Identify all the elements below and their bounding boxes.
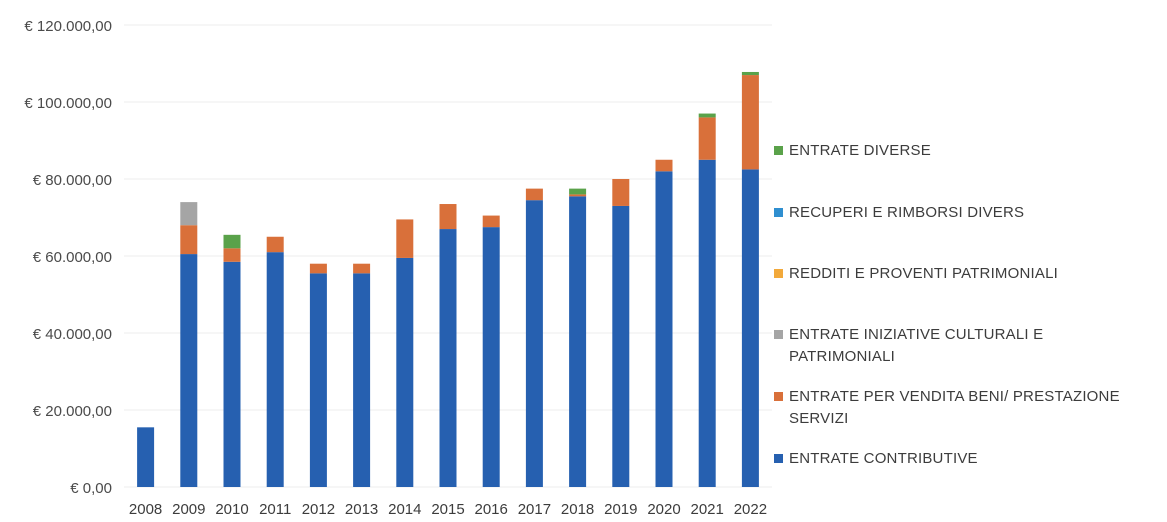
bar-segment-2013-series-1 (353, 263, 371, 274)
legend-swatch (774, 146, 783, 155)
legend-item: REDDITI E PROVENTI PATRIMONIALI (774, 263, 1149, 285)
bar-segment-2018-series-5 (569, 188, 587, 195)
legend-item: ENTRATE DIVERSE (774, 140, 1149, 162)
x-tick-label: 2013 (345, 501, 378, 517)
bar-segment-2018-series-1 (569, 194, 587, 197)
bar-segment-2012-series-1 (309, 263, 327, 274)
bar-segment-2017-series-1 (525, 188, 543, 201)
legend-label: RECUPERI E RIMBORSI DIVERS (789, 204, 1025, 221)
y-tick-label: € 60.000,00 (33, 249, 112, 266)
legend-label: REDDITI E PROVENTI PATRIMONIALI (789, 265, 1059, 282)
bar-segment-2016-series-1 (482, 215, 500, 228)
x-tick-label: 2009 (172, 501, 205, 517)
bar-segment-2013-series-0 (353, 273, 371, 487)
bar-segment-2011-series-1 (266, 236, 284, 253)
x-tick-label: 2008 (129, 501, 162, 517)
bar-segment-2021-series-5 (698, 113, 716, 118)
bar-segment-2010-series-5 (223, 234, 241, 249)
bar-segment-2008-series-0 (137, 427, 155, 487)
x-tick-label: 2010 (215, 501, 248, 517)
x-tick-label: 2020 (647, 501, 680, 517)
x-tick-label: 2019 (604, 501, 637, 517)
legend-item: ENTRATE PER VENDITA BENI/ PRESTAZIONE SE… (774, 386, 1149, 430)
bar-segment-2009-series-0 (180, 254, 198, 487)
legend-item: ENTRATE CONTRIBUTIVE (774, 448, 1149, 470)
bar-segment-2011-series-0 (266, 252, 284, 487)
legend-label: ENTRATE CONTRIBUTIVE (789, 450, 978, 467)
x-tick-label: 2014 (388, 501, 421, 517)
legend-swatch (774, 208, 783, 217)
y-tick-label: € 80.000,00 (33, 172, 112, 189)
bar-segment-2018-series-0 (569, 196, 587, 487)
bar-segment-2022-series-0 (741, 169, 759, 487)
bar-segment-2017-series-0 (525, 200, 543, 488)
y-axis-tick-labels: € 0,00 € 20.000,00 € 40.000,00 € 60.000,00 €… (24, 18, 112, 497)
bar-segment-2019-series-0 (612, 205, 630, 487)
y-tick-label: € 120.000,00 (24, 18, 112, 35)
bar-segment-2009-series-1 (180, 225, 198, 255)
legend-label: ENTRATE INIZIATIVE CULTURALI E PATRIMONI… (789, 326, 1044, 365)
bar-segment-2012-series-0 (309, 273, 327, 487)
x-tick-label: 2015 (431, 501, 464, 517)
bar-segment-2010-series-0 (223, 261, 241, 487)
y-tick-label: € 40.000,00 (33, 326, 112, 343)
y-tick-label: € 20.000,00 (33, 403, 112, 420)
y-tick-label: € 0,00 (70, 480, 112, 497)
bar-segment-2021-series-0 (698, 159, 716, 487)
bar-segment-2020-series-0 (655, 171, 673, 488)
bar-segment-2010-series-1 (223, 248, 241, 262)
x-axis-tick-labels: 2008 2009 2010 2011 2012 2013 2014 2015 2016 2017… (129, 501, 767, 518)
bar-segment-2020-series-1 (655, 159, 673, 172)
bar-segment-2019-series-1 (612, 179, 630, 206)
x-tick-label: 2018 (561, 501, 594, 517)
bar-segment-2022-series-5 (741, 71, 759, 76)
bar-segment-2009-series-2 (180, 202, 198, 226)
bar-segment-2014-series-0 (396, 257, 414, 487)
legend-label: ENTRATE PER VENDITA BENI/ PRESTAZIONE SE… (789, 388, 1120, 427)
bar-segment-2021-series-1 (698, 117, 716, 160)
x-tick-label: 2017 (518, 501, 551, 517)
legend-item: RECUPERI E RIMBORSI DIVERS (774, 202, 1149, 224)
legend-swatch (774, 269, 783, 278)
x-tick-label: 2022 (734, 501, 767, 517)
legend-label: ENTRATE DIVERSE (789, 142, 931, 159)
legend-swatch (774, 392, 783, 401)
bar-segment-2015-series-0 (439, 229, 457, 488)
bar-segment-2016-series-0 (482, 227, 500, 487)
legend-swatch (774, 330, 783, 339)
x-tick-label: 2016 (475, 501, 508, 517)
bar-segment-2022-series-1 (741, 75, 759, 170)
legend-item: ENTRATE INIZIATIVE CULTURALI E PATRIMONI… (774, 324, 1149, 368)
x-tick-label: 2011 (259, 501, 291, 517)
x-tick-label: 2021 (691, 501, 724, 517)
bar-segment-2014-series-1 (396, 219, 414, 258)
y-tick-label: € 100.000,00 (24, 95, 112, 112)
bar-segment-2015-series-1 (439, 204, 457, 230)
x-tick-label: 2012 (302, 501, 335, 517)
bars (137, 71, 759, 488)
legend-swatch (774, 454, 783, 463)
